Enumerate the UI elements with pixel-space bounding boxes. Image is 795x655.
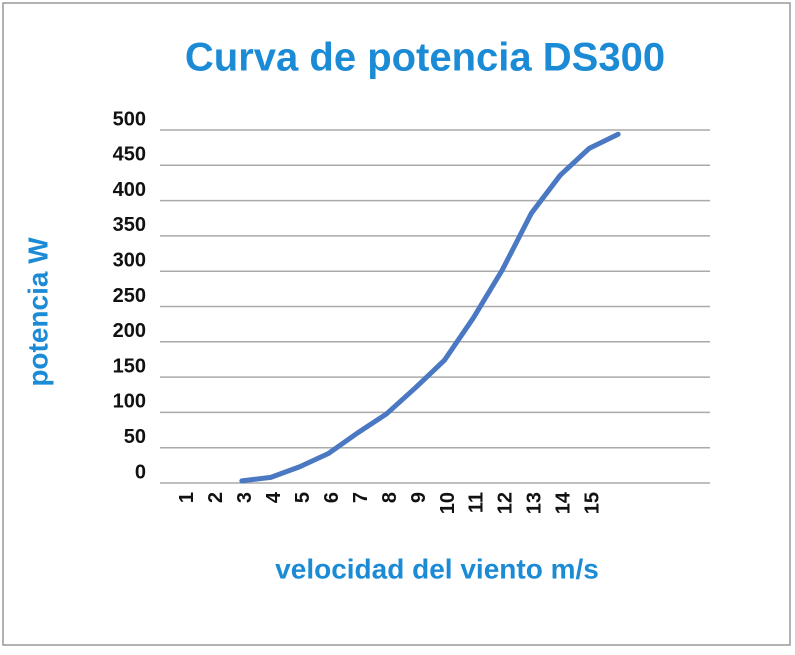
y-tick-label: 350 — [113, 214, 146, 236]
x-tick-label: 4 — [263, 491, 285, 503]
x-tick-label: 7 — [350, 492, 372, 503]
series-line — [239, 131, 621, 484]
y-tick-label: 400 — [113, 179, 146, 201]
x-tick-label: 11 — [466, 492, 488, 513]
x-axis-label: velocidad del viento m/s — [275, 553, 599, 584]
y-tick-label: 300 — [113, 249, 146, 271]
x-tick-label: 1 — [176, 492, 198, 503]
y-tick-label: 50 — [124, 426, 146, 448]
y-tick-label: 450 — [113, 144, 146, 166]
y-axis-label: potencia W — [22, 237, 53, 387]
y-tick-label: 100 — [113, 391, 146, 413]
x-tick-label: 2 — [205, 492, 227, 503]
y-tick-label: 150 — [113, 355, 146, 377]
chart-title: Curva de potencia DS300 — [185, 36, 665, 80]
y-tick-label: 250 — [113, 285, 146, 307]
y-tick-label: 500 — [113, 108, 146, 130]
x-tick-label: 3 — [234, 492, 256, 503]
x-tick-label: 10 — [437, 492, 459, 514]
y-tick-label: 0 — [135, 461, 146, 483]
x-tick-label: 15 — [581, 492, 603, 514]
x-tick-label: 8 — [379, 492, 401, 503]
x-tick-label: 14 — [553, 491, 575, 514]
frame — [2, 2, 791, 646]
x-tick-label: 5 — [292, 492, 314, 503]
x-tick-label: 12 — [495, 492, 517, 514]
y-tick-label: 200 — [113, 320, 146, 342]
x-tick-label: 9 — [408, 492, 430, 503]
x-tick-label: 6 — [321, 492, 343, 503]
x-tick-label: 13 — [524, 492, 546, 514]
